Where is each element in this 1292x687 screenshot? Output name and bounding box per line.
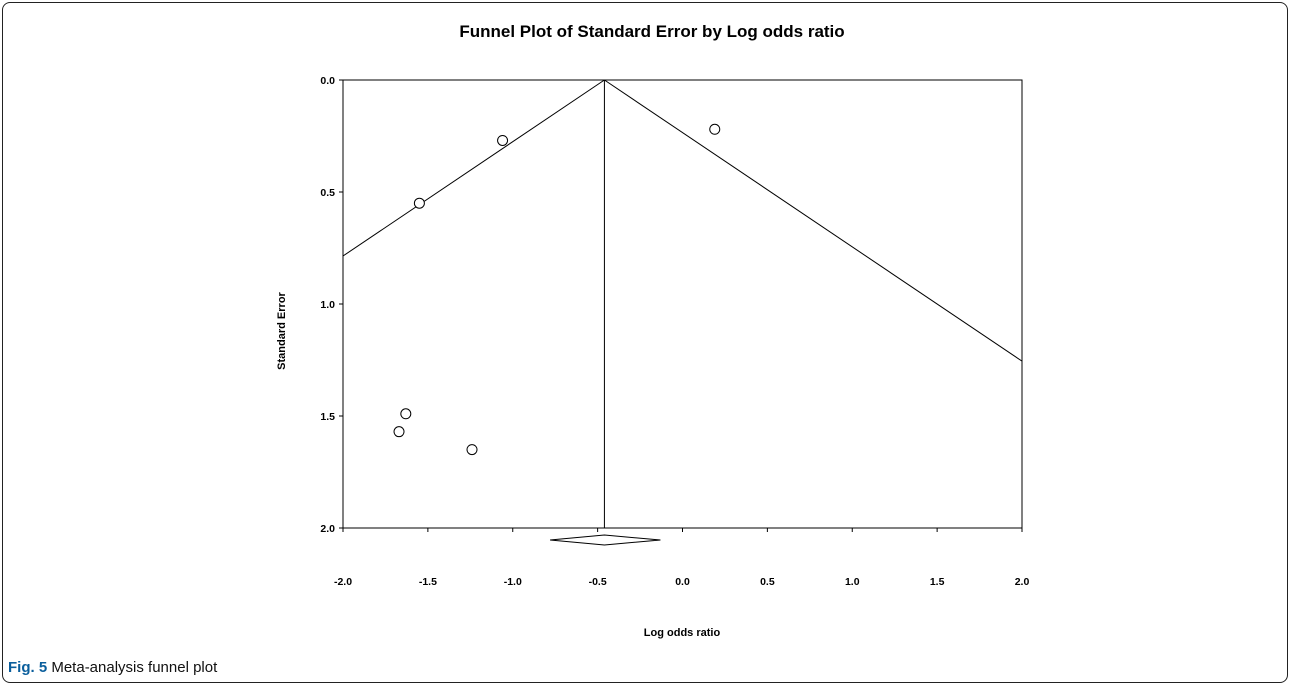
y-axis-title: Standard Error (276, 291, 288, 369)
x-tick-label: 0.5 (760, 576, 775, 588)
y-axis: 0.0 0.5 1.0 1.5 2.0 (320, 75, 343, 535)
study-point (710, 124, 720, 134)
figure-label: Fig. 5 (8, 659, 47, 676)
study-point (414, 198, 424, 208)
plot-border (343, 80, 1022, 528)
study-point (467, 445, 477, 455)
x-tick-label: 1.0 (845, 576, 860, 588)
figure-caption: Fig. 5 Meta-analysis funnel plot (8, 659, 217, 676)
x-tick-label: 2.0 (1015, 576, 1030, 588)
x-tick-label: 1.5 (930, 576, 945, 588)
y-tick-label: 0.5 (320, 187, 335, 199)
x-axis: -2.0 -1.5 -1.0 -0.5 0.0 0.5 1.0 1.5 2.0 (334, 528, 1029, 588)
x-tick-label: -1.5 (419, 576, 437, 588)
y-tick-label: 1.0 (320, 299, 335, 311)
x-tick-label: 0.0 (675, 576, 690, 588)
x-axis-title: Log odds ratio (644, 627, 721, 639)
study-points (394, 124, 720, 454)
y-tick-label: 2.0 (320, 523, 335, 535)
x-tick-label: -2.0 (334, 576, 352, 588)
pooled-diamond (550, 535, 660, 545)
study-point (401, 409, 411, 419)
funnel-left-line (343, 80, 604, 256)
x-tick-label: -0.5 (589, 576, 607, 588)
chart-title: Funnel Plot of Standard Error by Log odd… (459, 22, 844, 41)
funnel-right-line (604, 80, 1022, 361)
pooled-diamond-shape (550, 535, 660, 545)
y-tick-label: 1.5 (320, 411, 335, 423)
study-point (394, 427, 404, 437)
y-tick-label: 0.0 (320, 75, 335, 87)
study-point (498, 135, 508, 145)
x-tick-label: -1.0 (504, 576, 522, 588)
figure-caption-text: Meta-analysis funnel plot (51, 659, 217, 676)
funnel-lines (343, 80, 1022, 528)
